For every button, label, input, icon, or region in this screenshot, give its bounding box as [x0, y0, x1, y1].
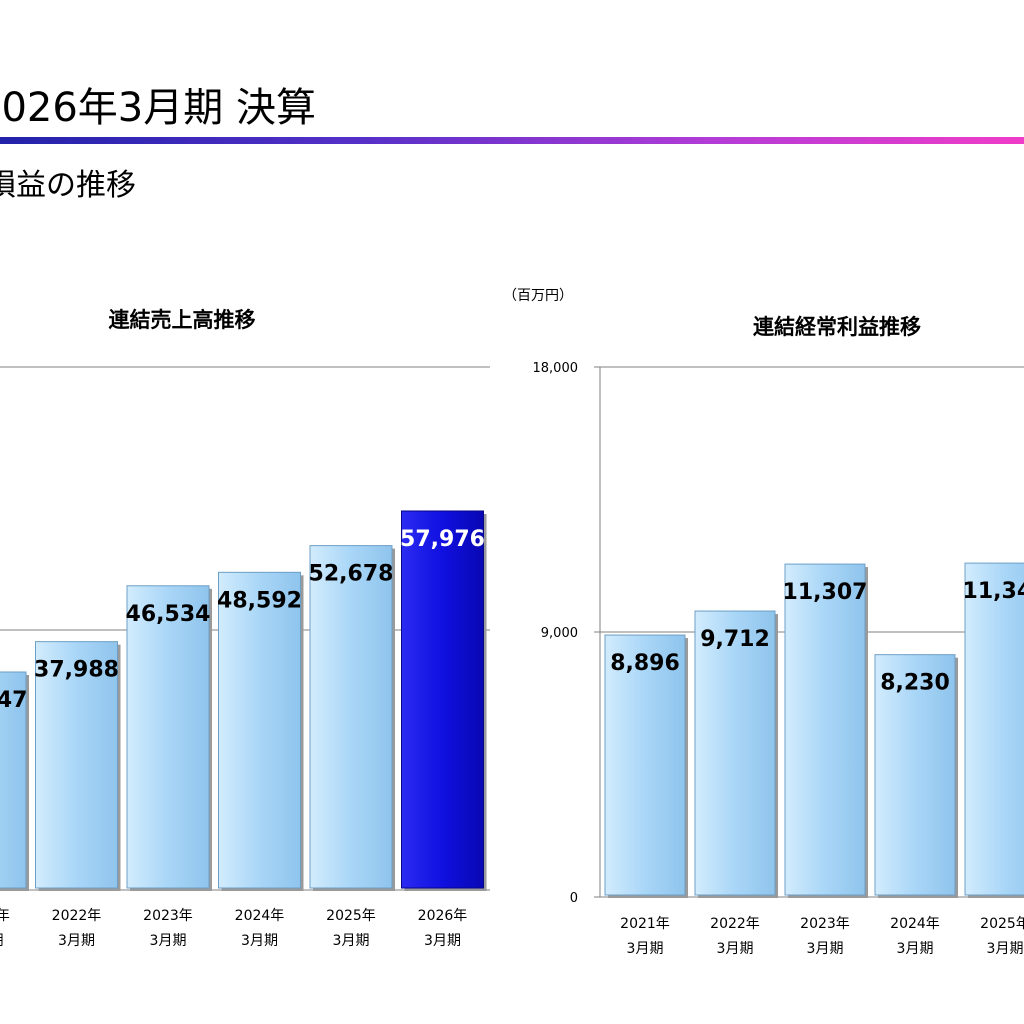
category-label: 3月期	[807, 941, 844, 957]
data-label: 33,347	[0, 688, 27, 713]
category-label: 3月期	[424, 933, 461, 949]
bar	[604, 634, 686, 896]
bar	[784, 563, 866, 896]
sales-chart-title: 連結売上高推移	[109, 308, 256, 332]
page-title: 2026年3月期 決算	[0, 85, 316, 131]
category-label: 2024年	[235, 908, 285, 924]
bar	[218, 571, 301, 889]
profit-chart: （百万円） 連結経常利益推移 18,000 9,000 0 8,896 9,712…	[503, 288, 1024, 957]
data-label: 48,592	[217, 588, 302, 613]
data-label: 52,678	[309, 562, 394, 587]
category-label: 2022年	[710, 916, 760, 932]
category-label: 3月期	[627, 941, 664, 957]
data-label: 8,230	[880, 671, 950, 696]
bar	[401, 510, 484, 889]
data-label: 11,307	[783, 580, 868, 605]
profit-ytick-label-top: 18,000	[533, 361, 579, 376]
category-label: 2025年	[980, 916, 1024, 932]
category-label: 3月期	[58, 933, 95, 949]
category-label: 2023年	[143, 908, 193, 924]
category-label: 3月期	[333, 933, 370, 949]
category-label: 2021年	[0, 908, 10, 924]
bar	[0, 671, 27, 889]
page-subtitle: 損益の推移	[0, 168, 136, 203]
data-label: 11,340	[963, 579, 1024, 604]
category-label: 2021年	[620, 916, 670, 932]
category-label: 2025年	[326, 908, 376, 924]
category-label: 3月期	[717, 941, 754, 957]
category-label: 2023年	[800, 916, 850, 932]
data-label: 37,988	[34, 658, 119, 683]
unit-label: （百万円）	[503, 288, 573, 304]
data-label: 8,896	[610, 651, 680, 676]
bar	[126, 585, 210, 889]
category-label: 3月期	[0, 933, 3, 949]
bar	[874, 654, 956, 896]
category-label: 3月期	[241, 933, 278, 949]
bar	[964, 562, 1024, 896]
category-label: 2022年	[52, 908, 102, 924]
category-label: 3月期	[897, 941, 934, 957]
category-label: 2026年	[418, 908, 468, 924]
category-label: 2024年	[890, 916, 940, 932]
profit-ytick-label-mid: 9,000	[541, 626, 578, 641]
data-label: 57,976	[400, 527, 485, 552]
data-label: 9,712	[700, 627, 770, 652]
bar	[35, 641, 118, 889]
data-label: 46,534	[126, 602, 211, 627]
category-label: 3月期	[150, 933, 187, 949]
title-underline	[0, 137, 1024, 144]
profit-chart-title: 連結経常利益推移	[753, 315, 921, 339]
bar	[309, 545, 393, 889]
category-label: 3月期	[987, 941, 1024, 957]
profit-ytick-label-bottom: 0	[570, 891, 578, 906]
bar	[694, 610, 776, 896]
